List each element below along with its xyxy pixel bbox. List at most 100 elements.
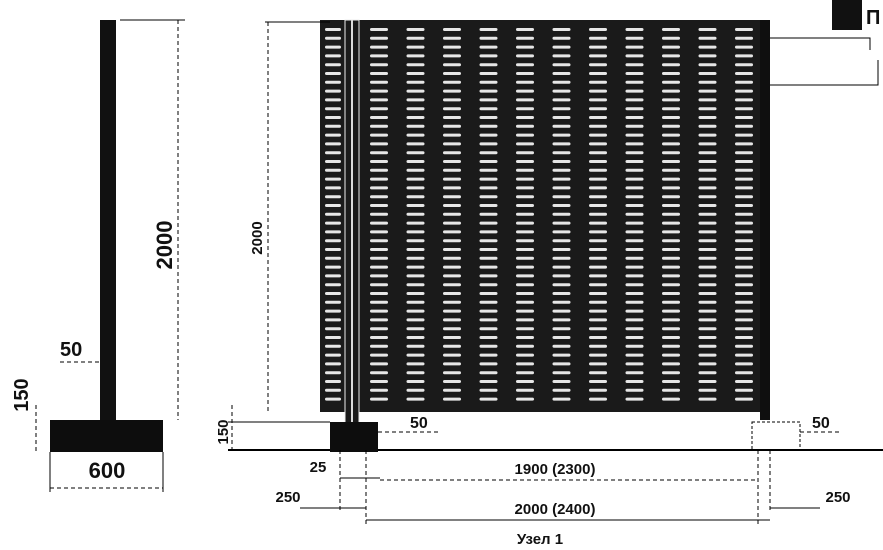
panel-slot <box>698 36 717 40</box>
panel-slot <box>589 186 607 190</box>
panel-slot <box>662 362 680 366</box>
panel-slot <box>662 380 680 383</box>
panel-slot <box>516 80 534 84</box>
panel-slot <box>662 89 680 93</box>
panel-slot <box>325 380 341 383</box>
panel-slot <box>589 274 607 278</box>
panel-slot <box>735 283 753 287</box>
panel-slot <box>516 388 534 392</box>
panel-slot <box>735 151 753 155</box>
panel-slot <box>662 124 680 128</box>
panel-slot <box>662 283 680 287</box>
panel-slot <box>406 230 425 234</box>
post-left-label: 50 <box>410 415 428 432</box>
panel-slot <box>552 300 571 304</box>
panel-slot <box>479 256 498 260</box>
front-right-post <box>760 20 770 420</box>
panel-slot <box>735 28 753 31</box>
panel-slot <box>443 168 461 172</box>
panel-slot <box>370 142 388 146</box>
panel-slot <box>625 309 644 313</box>
panel-slot <box>698 151 717 155</box>
panel-slot <box>443 72 461 75</box>
panel-slot <box>443 116 461 119</box>
panel-slot <box>552 336 571 339</box>
panel-slot <box>662 274 680 278</box>
panel-slot <box>516 89 534 93</box>
panel-slot <box>735 221 753 225</box>
panel-slot <box>443 256 461 260</box>
panel-slot <box>325 274 341 278</box>
panel-slot <box>443 133 461 137</box>
panel-slot <box>516 63 534 67</box>
panel-slot <box>589 239 607 243</box>
panel-slot <box>662 221 680 225</box>
panel-slot <box>325 221 341 225</box>
panel-slot <box>516 195 534 199</box>
panel-slot <box>589 116 607 119</box>
panel-slot <box>443 353 461 357</box>
panel-slot <box>516 204 534 207</box>
panel-slot <box>516 116 534 119</box>
panel-slot <box>625 327 644 331</box>
panel-slot <box>370 133 388 137</box>
panel-slot <box>735 36 753 40</box>
panel-slot <box>625 212 644 216</box>
panel-slot <box>370 124 388 128</box>
panel-slot <box>625 177 644 181</box>
panel-slot <box>325 212 341 216</box>
panel-slot <box>552 362 571 366</box>
panel-slot <box>406 292 425 295</box>
panel-slot <box>552 195 571 199</box>
panel-slot <box>662 336 680 339</box>
panel-slot <box>479 151 498 155</box>
panel-slot <box>735 168 753 172</box>
panel-slot <box>552 274 571 278</box>
panel-slot <box>406 80 425 84</box>
panel-slot <box>479 300 498 304</box>
panel-slot <box>589 45 607 49</box>
panel-slot <box>406 98 425 102</box>
panel-slot <box>589 36 607 40</box>
panel-slot <box>625 186 644 190</box>
panel-slot <box>370 186 388 190</box>
panel-slot <box>552 371 571 375</box>
panel-slot <box>479 142 498 146</box>
panel-slot <box>662 256 680 260</box>
panel-slot <box>516 309 534 313</box>
panel-slot <box>625 318 644 322</box>
panel-slot <box>662 72 680 75</box>
panel-slot <box>662 371 680 375</box>
panel-slot <box>698 89 717 93</box>
panel-slot <box>406 168 425 172</box>
panel-slot <box>443 327 461 331</box>
panel-slot <box>406 248 425 251</box>
panel-slot <box>406 274 425 278</box>
panel-slot <box>735 80 753 84</box>
panel-slot <box>406 327 425 331</box>
panel-slot <box>589 89 607 93</box>
panel-slot <box>479 204 498 207</box>
panel-slot <box>370 151 388 155</box>
panel-slot <box>325 204 341 207</box>
panel-slot <box>662 45 680 49</box>
panel-slot <box>370 54 388 58</box>
panel-slot <box>698 195 717 199</box>
panel-slot <box>479 195 498 199</box>
panel-slot <box>325 344 341 348</box>
panel-slot <box>406 256 425 260</box>
panel-slot <box>516 124 534 128</box>
panel-slot <box>370 89 388 93</box>
panel-slot <box>479 327 498 331</box>
panel-slot <box>589 107 607 111</box>
panel-slot <box>552 142 571 146</box>
panel-slot <box>325 177 341 181</box>
panel-slot <box>516 36 534 40</box>
panel-slot <box>406 124 425 128</box>
panel-slot <box>516 98 534 102</box>
panel-slot <box>698 239 717 243</box>
panel-slot <box>698 230 717 234</box>
panel-slot <box>662 309 680 313</box>
margin-left-label: 250 <box>275 489 300 506</box>
panel-slot <box>406 107 425 111</box>
